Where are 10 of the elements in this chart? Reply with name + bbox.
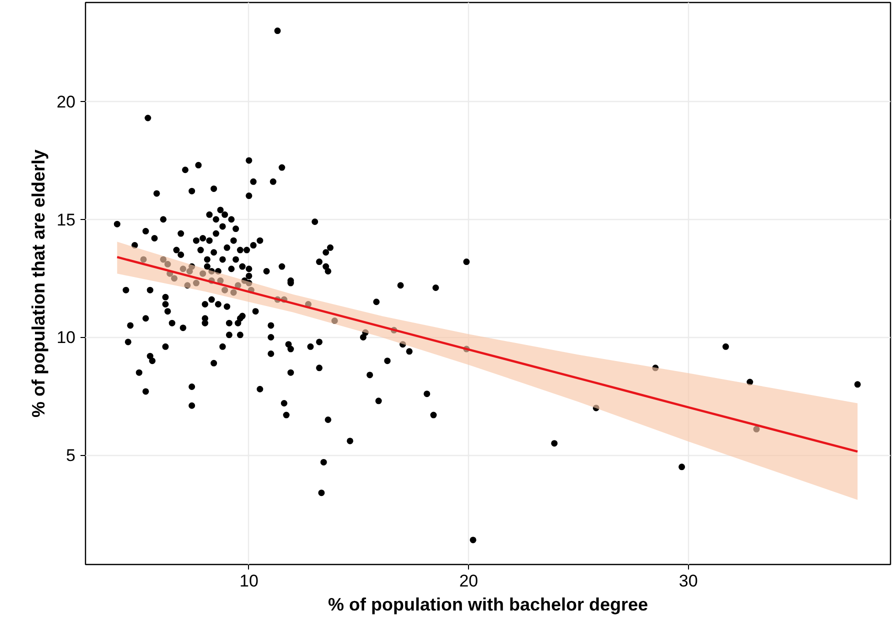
x-tick-label: 20 <box>459 572 478 590</box>
x-tick-label: 30 <box>678 572 698 590</box>
x-tick-label: 10 <box>240 572 258 590</box>
y-tick-label: 20 <box>56 92 76 112</box>
y-tick-label: 10 <box>56 328 76 348</box>
y-tick-label: 5 <box>66 446 76 466</box>
line-series <box>116 256 859 453</box>
y-tick-label: 15 <box>56 210 76 230</box>
y-axis-title: % of population that are elderly <box>28 149 49 418</box>
x-axis-title: % of population with bachelor degree <box>328 594 648 614</box>
